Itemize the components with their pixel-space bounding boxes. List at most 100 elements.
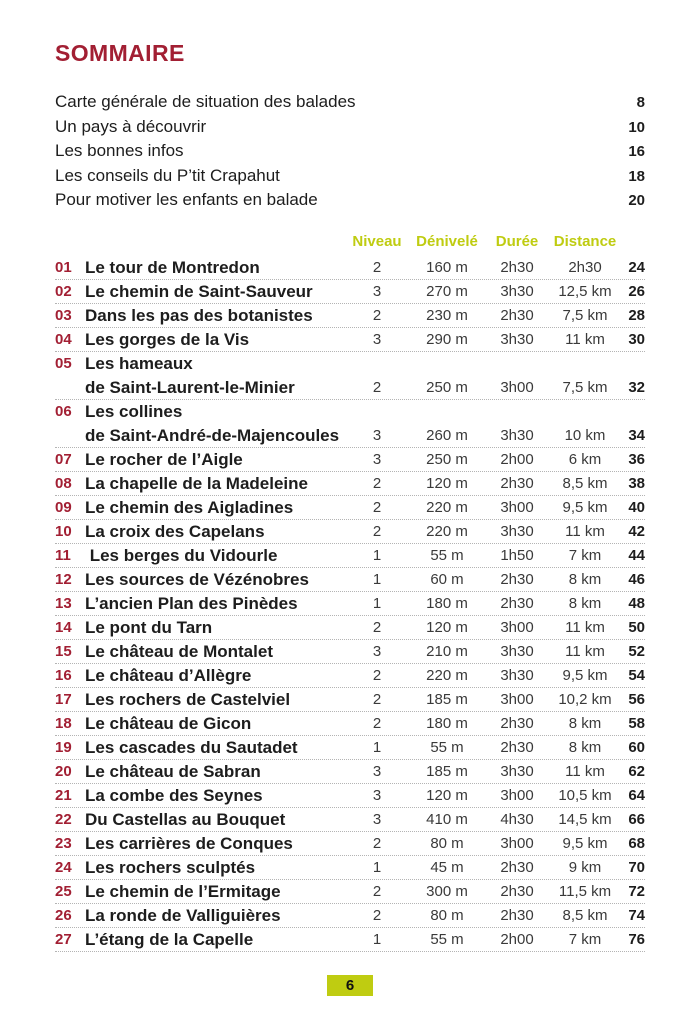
- route-line-1: 16 Le château d’Allègre 2 220 m 3h30 9,5…: [55, 664, 645, 688]
- route-number: 19: [55, 739, 72, 756]
- denivele-value: 80 m: [430, 835, 464, 852]
- column-header-distance: Distance: [553, 233, 617, 250]
- table-row: 19 Les cascades du Sautadet 1 55 m 2h30 …: [55, 736, 645, 760]
- distance-value: 7 km: [568, 931, 602, 948]
- distance-value: 10 km: [564, 427, 606, 444]
- route-line-1: 21 La combe des Seynes 3 120 m 3h00 10,5…: [55, 784, 645, 808]
- distance-value: 8 km: [568, 571, 602, 588]
- niveau-value: 1: [372, 739, 382, 756]
- intro-item-page: 10: [628, 118, 645, 136]
- distance-value: 8,5 km: [562, 475, 608, 492]
- route-title: L’étang de la Capelle: [85, 930, 254, 949]
- route-line-1: 01 Le tour de Montredon 2 160 m 2h30 2h3…: [55, 256, 645, 280]
- route-number: 15: [55, 643, 72, 660]
- table-row: 18 Le château de Gicon 2 180 m 2h30 8 km…: [55, 712, 645, 736]
- route-title: Les gorges de la Vis: [85, 330, 250, 349]
- route-line-1: 22 Du Castellas au Bouquet 3 410 m 4h30 …: [55, 808, 645, 832]
- intro-item-page: 18: [628, 167, 645, 185]
- route-page-number: 40: [628, 499, 645, 516]
- route-line-1: 02 Le chemin de Saint-Sauveur 3 270 m 3h…: [55, 280, 645, 304]
- duree-value: 3h00: [500, 691, 534, 708]
- denivele-value: 120 m: [426, 475, 468, 492]
- route-page-number: 48: [628, 595, 645, 612]
- page-number-badge: 6: [327, 975, 373, 996]
- intro-item-label: Carte générale de situation des balades: [55, 92, 356, 111]
- intro-item-page: 20: [628, 192, 645, 209]
- denivele-value: 250 m: [426, 451, 468, 468]
- intro-item: Un pays à découvrir 10: [55, 115, 645, 140]
- route-page-number: 28: [628, 307, 645, 324]
- duree-value: 4h30: [500, 811, 534, 828]
- table-row: 07 Le rocher de l’Aigle 3 250 m 2h00 6 k…: [55, 448, 645, 472]
- duree-value: 2h30: [500, 739, 534, 756]
- route-page-number: 50: [628, 619, 645, 636]
- route-page-number: 68: [628, 835, 645, 852]
- route-title-continuation: de Saint-André-de-Majencoules: [85, 426, 340, 445]
- table-row: 05 Les hameaux de Saint-Laurent-le-Minie…: [55, 352, 645, 400]
- route-line-1: 14 Le pont du Tarn 2 120 m 3h00 11 km 50: [55, 616, 645, 640]
- duree-value: 3h30: [500, 763, 534, 780]
- page-title: SOMMAIRE: [55, 40, 185, 66]
- table-row: 15 Le château de Montalet 3 210 m 3h30 1…: [55, 640, 645, 664]
- route-number: 20: [55, 763, 72, 780]
- route-line-1: 15 Le château de Montalet 3 210 m 3h30 1…: [55, 640, 645, 664]
- table-row: 21 La combe des Seynes 3 120 m 3h00 10,5…: [55, 784, 645, 808]
- route-title: Du Castellas au Bouquet: [85, 810, 286, 829]
- duree-value: 2h30: [500, 715, 534, 732]
- distance-value: 9,5 km: [562, 835, 608, 852]
- route-line-1: 08 La chapelle de la Madeleine 2 120 m 2…: [55, 472, 645, 496]
- route-title: La chapelle de la Madeleine: [85, 474, 308, 493]
- distance-value: 12,5 km: [558, 283, 612, 300]
- route-line-1: 23 Les carrières de Conques 2 80 m 3h00 …: [55, 832, 645, 856]
- route-number-spacer: [55, 376, 85, 399]
- route-line-1: 17 Les rochers de Castelviel 2 185 m 3h0…: [55, 688, 645, 712]
- duree-value: 3h00: [500, 619, 534, 636]
- distance-value: 14,5 km: [558, 811, 612, 828]
- denivele-value: 220 m: [426, 523, 468, 540]
- niveau-value: 1: [372, 859, 382, 876]
- denivele-value: 410 m: [426, 811, 468, 828]
- denivele-value: 55 m: [430, 931, 464, 948]
- route-line-1: 06 Les collines: [55, 400, 645, 424]
- intro-item: Pour motiver les enfants en balade 20: [55, 188, 645, 213]
- route-title: Les hameaux: [85, 354, 193, 373]
- route-page-number: 52: [628, 643, 645, 660]
- intro-item-label: Les conseils du P’tit Crapahut: [55, 165, 280, 185]
- table-row: 03 Dans les pas des botanistes 2 230 m 2…: [55, 304, 645, 328]
- table-row: 27 L’étang de la Capelle 1 55 m 2h00 7 k…: [55, 928, 645, 952]
- route-line-2: de Saint-Laurent-le-Minier 2 250 m 3h00 …: [55, 376, 645, 400]
- table-row: 26 La ronde de Valliguières 2 80 m 2h30 …: [55, 904, 645, 928]
- niveau-value: 3: [372, 283, 382, 300]
- intro-item-label: Les bonnes infos: [55, 141, 184, 160]
- route-page-number: 60: [628, 739, 645, 756]
- niveau-value: 3: [372, 451, 382, 468]
- route-title: La ronde de Valliguières: [85, 906, 281, 925]
- route-title: Le château d’Allègre: [85, 666, 252, 685]
- niveau-value: 3: [372, 787, 382, 804]
- niveau-value: 2: [372, 667, 382, 684]
- niveau-value: 1: [372, 931, 382, 948]
- route-number: 09: [55, 499, 72, 516]
- route-line-1: 12 Les sources de Vézénobres 1 60 m 2h30…: [55, 568, 645, 592]
- route-line-1: 03 Dans les pas des botanistes 2 230 m 2…: [55, 304, 645, 328]
- duree-value: 3h30: [500, 331, 534, 348]
- distance-value: 9,5 km: [562, 499, 608, 516]
- table-row: 22 Du Castellas au Bouquet 3 410 m 4h30 …: [55, 808, 645, 832]
- denivele-value: 220 m: [426, 667, 468, 684]
- denivele-value: 120 m: [426, 619, 468, 636]
- denivele-value: 260 m: [426, 427, 468, 444]
- route-line-1: 07 Le rocher de l’Aigle 3 250 m 2h00 6 k…: [55, 448, 645, 472]
- route-line-1: 13 L’ancien Plan des Pinèdes 1 180 m 2h3…: [55, 592, 645, 616]
- route-page-number: 72: [628, 883, 645, 900]
- intro-item-label: Un pays à découvrir: [55, 116, 207, 136]
- route-title: La combe des Seynes: [85, 786, 263, 805]
- niveau-value: 1: [372, 571, 382, 588]
- route-number: 22: [55, 811, 72, 828]
- niveau-value: 3: [372, 643, 382, 660]
- route-page-number: 62: [628, 763, 645, 780]
- table-row: 24 Les rochers sculptés 1 45 m 2h30 9 km…: [55, 856, 645, 880]
- table-header-row: Niveau Dénivelé Durée Distance: [55, 230, 645, 254]
- duree-value: 3h30: [500, 427, 534, 444]
- denivele-value: 185 m: [426, 763, 468, 780]
- table-row: 02 Le chemin de Saint-Sauveur 3 270 m 3h…: [55, 280, 645, 304]
